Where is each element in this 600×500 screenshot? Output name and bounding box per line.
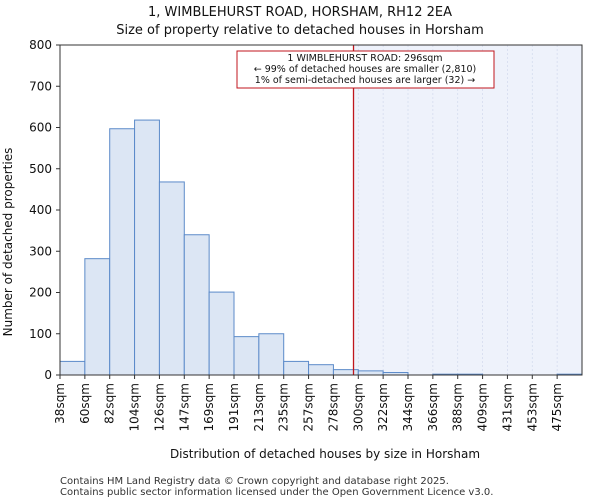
y-axis-label: Number of detached properties — [1, 148, 15, 337]
chart-title: 1, WIMBLEHURST ROAD, HORSHAM, RH12 2EA — [148, 5, 452, 20]
bar-235sqm — [283, 360, 310, 376]
bar-82sqm — [109, 128, 136, 376]
y-tick-label: 700 — [29, 79, 52, 93]
x-axis-label: Distribution of detached houses by size … — [170, 447, 480, 461]
x-tick-label: 169sqm — [202, 383, 216, 431]
annotation-box: 1 WIMBLEHURST ROAD: 296sqm ← 99% of deta… — [236, 50, 495, 89]
x-tick-label: 104sqm — [128, 383, 142, 431]
x-tick-label: 431sqm — [500, 383, 514, 431]
x-tick-label: 453sqm — [525, 383, 539, 431]
annotation-border — [236, 50, 495, 89]
x-tick-label: 82sqm — [103, 383, 117, 424]
x-tick-label: 147sqm — [177, 383, 191, 431]
bar-300sqm — [357, 370, 384, 376]
bar-38sqm — [59, 360, 86, 376]
x-tick-label: 322sqm — [376, 383, 390, 431]
gridlines — [357, 45, 558, 375]
annotation-line-1: 1 WIMBLEHURST ROAD: 296sqm — [287, 53, 442, 64]
bar-60sqm — [84, 258, 111, 376]
y-tick-label: 600 — [29, 121, 52, 135]
x-tick-label: 388sqm — [451, 383, 465, 431]
y-tick-label: 400 — [29, 203, 52, 217]
bars — [59, 119, 583, 376]
y-tick-labels: 0 100 200 300 400 500 600 700 800 — [29, 38, 60, 382]
footer-line-2: Contains public sector information licen… — [60, 487, 493, 498]
bar-126sqm — [158, 181, 185, 376]
footer-line-1: Contains HM Land Registry data © Crown c… — [60, 476, 449, 487]
bar-147sqm — [183, 234, 210, 376]
x-tick-label: 191sqm — [227, 383, 241, 431]
y-tick-label: 300 — [29, 244, 52, 258]
x-tick-label: 213sqm — [252, 383, 266, 431]
x-tick-label: 344sqm — [401, 383, 415, 431]
y-tick-label: 500 — [29, 162, 52, 176]
y-tick-label: 0 — [44, 368, 52, 382]
annotation-line-3: 1% of semi-detached houses are larger (3… — [255, 75, 475, 86]
y-tick-label: 100 — [29, 327, 52, 341]
x-tick-label: 475sqm — [550, 383, 564, 431]
x-tick-label: 257sqm — [302, 383, 316, 431]
chart-subtitle: Size of property relative to detached ho… — [116, 23, 484, 38]
x-tick-labels: 38sqm 60sqm 82sqm 104sqm 126sqm 147sqm 169sqm 1… — [53, 375, 564, 431]
x-tick-label: 38sqm — [53, 383, 67, 424]
x-tick-label: 126sqm — [152, 383, 166, 431]
bar-278sqm — [332, 369, 359, 376]
bar-257sqm — [308, 364, 334, 376]
larger-region-shade — [353, 45, 582, 375]
bar-213sqm — [258, 333, 285, 376]
x-tick-label: 60sqm — [78, 383, 92, 424]
y-tick-label: 200 — [29, 286, 52, 300]
x-tick-label: 235sqm — [277, 383, 291, 431]
x-tick-label: 300sqm — [351, 383, 365, 431]
bar-169sqm — [208, 291, 235, 376]
y-tick-label: 800 — [29, 38, 52, 52]
x-tick-label: 366sqm — [426, 383, 440, 431]
bar-191sqm — [233, 336, 260, 376]
x-tick-label: 409sqm — [476, 383, 490, 431]
x-tick-label: 278sqm — [326, 383, 340, 431]
bar-104sqm — [134, 119, 160, 376]
annotation-line-2: ← 99% of detached houses are smaller (2,… — [254, 64, 477, 75]
